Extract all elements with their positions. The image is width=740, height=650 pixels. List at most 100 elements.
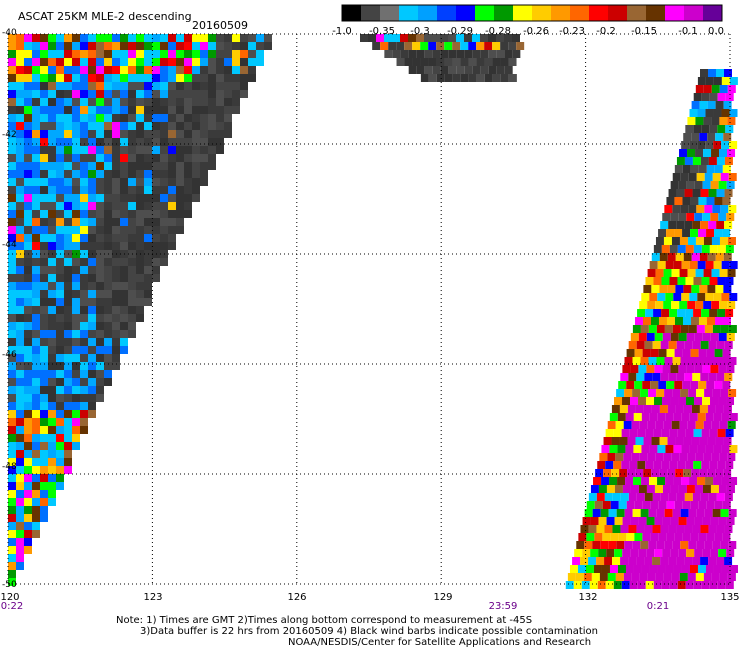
swath-cell (650, 501, 659, 509)
swath-cell (88, 354, 96, 362)
swath-cell (603, 437, 612, 445)
swath-cell (428, 74, 437, 82)
swath-cell (616, 541, 625, 549)
swath-cell (432, 66, 441, 74)
swath-cell (710, 397, 719, 405)
swath-cell (64, 138, 72, 146)
swath-cell (56, 106, 64, 114)
swath-cell (192, 194, 200, 202)
swath-cell (32, 514, 40, 522)
swath-cell (136, 138, 144, 146)
swath-cell (160, 114, 168, 122)
lon-label: 123 (143, 592, 163, 603)
swath-cell (32, 242, 40, 250)
swath-cell (670, 549, 679, 557)
swath-cell (674, 229, 683, 237)
swath-cell (690, 533, 699, 541)
swath-cell (721, 477, 730, 485)
swath-cell (56, 170, 64, 178)
swath-cell (64, 210, 72, 218)
swath-cell (56, 178, 64, 186)
swath-cell (64, 34, 72, 42)
swath-cell (192, 74, 200, 82)
swath-cell (604, 493, 613, 501)
swath-cell (184, 146, 192, 154)
swath-cell (722, 229, 731, 237)
swath-cell (569, 565, 578, 573)
swath-cell (112, 186, 120, 194)
swath-cell (56, 338, 64, 346)
swath-cell (128, 170, 136, 178)
swath-cell (80, 274, 88, 282)
swath-cell (32, 178, 40, 186)
swath-cell (216, 74, 224, 82)
swath-cell (416, 66, 425, 74)
swath-cell (667, 285, 676, 293)
swath-cell (120, 306, 128, 314)
swath-cell (713, 77, 722, 85)
swath-cell (168, 42, 176, 50)
swath-cell (64, 82, 72, 90)
swath-cell (713, 445, 722, 453)
swath-cell (152, 242, 160, 250)
swath-cell (708, 557, 717, 565)
swath-cell (80, 218, 88, 226)
swath-cell (32, 106, 40, 114)
swath-cell (144, 274, 152, 282)
swath-cell (663, 301, 672, 309)
swath-cell (32, 218, 40, 226)
swath-cell (208, 130, 216, 138)
swath-cell (681, 445, 690, 453)
swath-cell (716, 373, 725, 381)
swath-cell (685, 245, 694, 253)
swath-cell (717, 245, 726, 253)
swath-cell (96, 234, 104, 242)
swath-cell (638, 517, 647, 525)
swath-cell (8, 538, 16, 546)
swath-cell (40, 514, 48, 522)
swath-cell (128, 274, 136, 282)
swath-cell (192, 138, 200, 146)
swath-cell (152, 90, 160, 98)
swath-cell (696, 357, 705, 365)
swath-cell (40, 114, 48, 122)
swath-cell (655, 237, 664, 245)
swath-cell (72, 330, 80, 338)
swath-cell (647, 301, 656, 309)
swath-cell (56, 218, 64, 226)
swath-cell (104, 122, 112, 130)
swath-cell (104, 34, 112, 42)
swath-cell (216, 66, 224, 74)
swath-cell (136, 258, 144, 266)
swath-cell (16, 114, 24, 122)
swath-cell (56, 186, 64, 194)
swath-cell (722, 381, 731, 389)
swath-cell (488, 66, 497, 74)
swath-cell (8, 490, 16, 498)
swath-cell (657, 261, 666, 269)
swath-cell (32, 202, 40, 210)
swath-cell (663, 237, 672, 245)
swath-cell (112, 210, 120, 218)
swath-cell (404, 42, 413, 50)
swath-cell (641, 565, 650, 573)
swath-cell (655, 421, 664, 429)
swath-cell (64, 50, 72, 58)
swath-cell (120, 58, 128, 66)
swath-cell (200, 66, 208, 74)
swath-cell (32, 194, 40, 202)
swath-cell (64, 434, 72, 442)
swath-cell (678, 213, 687, 221)
swath-cell (56, 258, 64, 266)
swath-cell (24, 458, 32, 466)
swath-cell (88, 202, 96, 210)
swath-cell (80, 162, 88, 170)
swath-cell (72, 42, 80, 50)
swath-cell (440, 50, 449, 58)
swath-cell (56, 114, 64, 122)
swath-cell (24, 306, 32, 314)
swath-cell (32, 114, 40, 122)
swath-cell (176, 194, 184, 202)
swath-cell (8, 234, 16, 242)
swath-cell (24, 274, 32, 282)
